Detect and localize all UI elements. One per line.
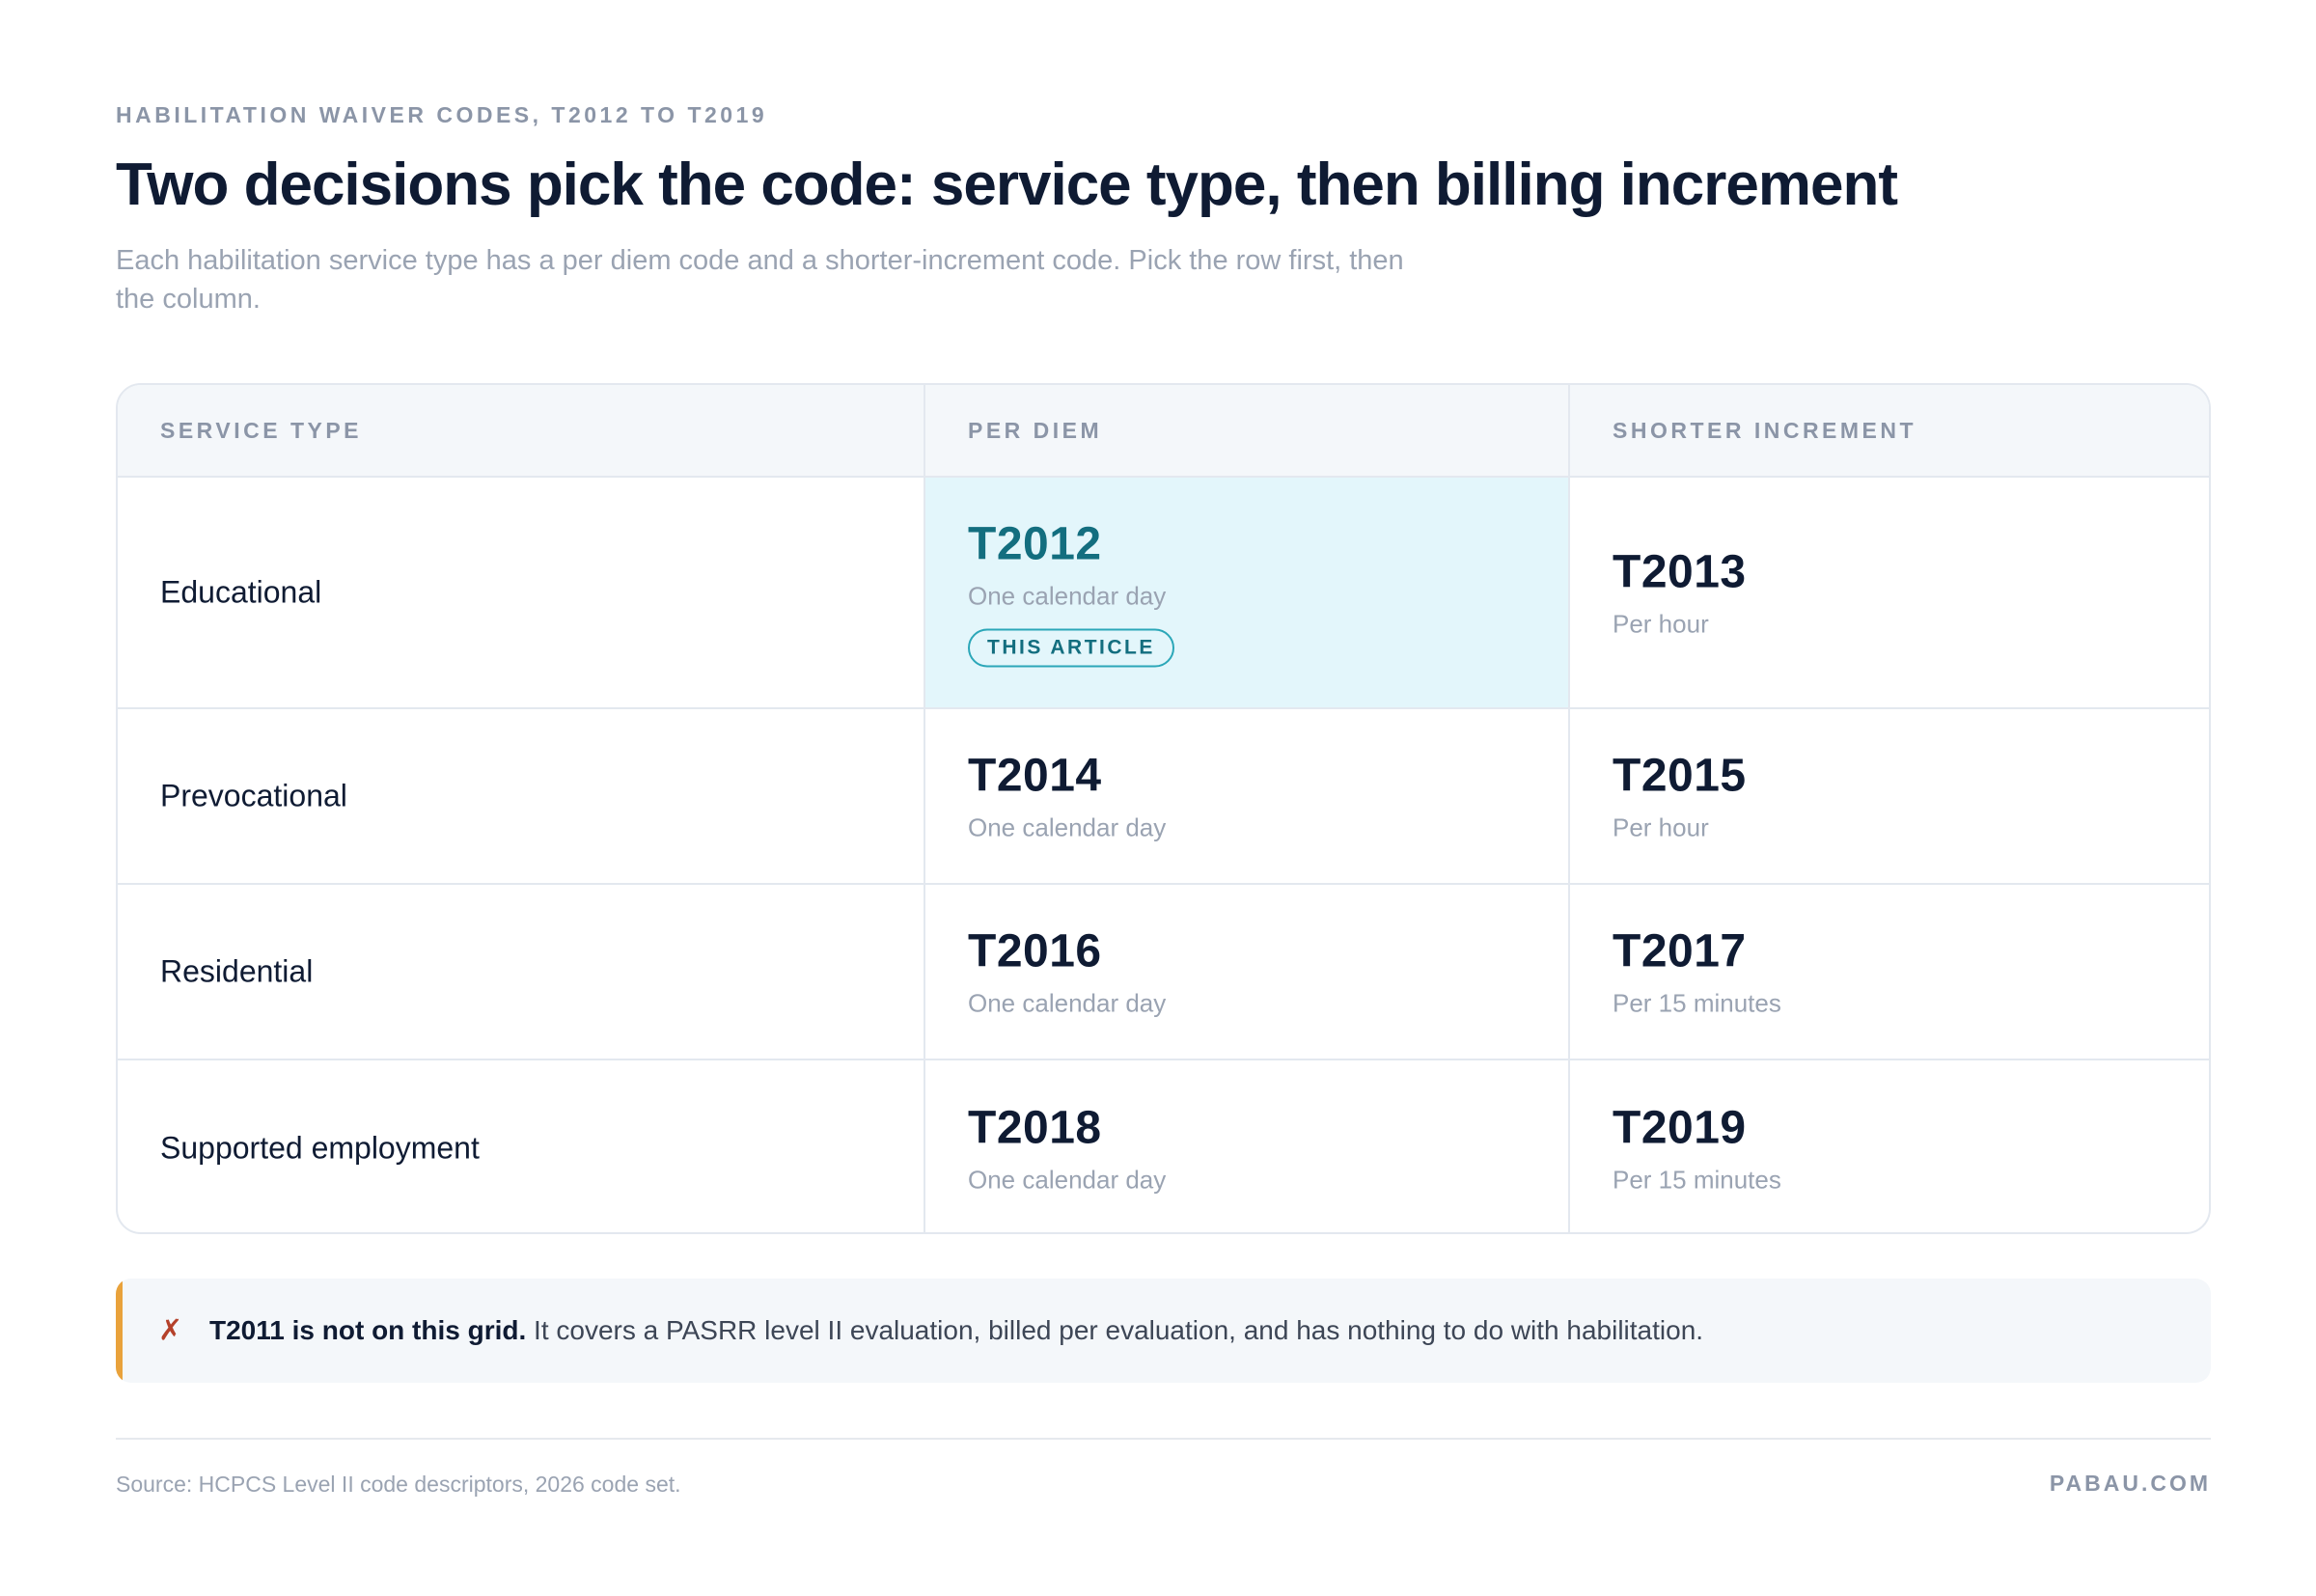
grid-header-row: SERVICE TYPE PER DIEM SHORTER INCREMENT	[118, 385, 2209, 476]
code-block: T2013 Per hour	[1613, 546, 1747, 640]
page-title: Two decisions pick the code: service typ…	[116, 151, 1898, 218]
code-unit: Per 15 minutes	[1613, 1165, 1781, 1195]
code-value: T2014	[968, 750, 1102, 802]
callout-note: ✗ T2011 is not on this grid. It covers a…	[116, 1279, 2211, 1383]
code-value: T2017	[1613, 925, 1747, 977]
code-block: T2012 One calendar day THIS ARTICLE	[968, 518, 1174, 668]
code-block: T2015 Per hour	[1613, 750, 1747, 843]
shorter-increment-cell: T2015 Per hour	[1570, 709, 2209, 883]
header-cell-shorter-increment: SHORTER INCREMENT	[1570, 385, 2209, 476]
callout-accent-bar	[116, 1279, 123, 1383]
shorter-increment-cell: T2019 Per 15 minutes	[1570, 1060, 2209, 1232]
column-header: PER DIEM	[968, 418, 1103, 443]
callout-text: T2011 is not on this grid. It covers a P…	[209, 1315, 1703, 1346]
source-note: Source: HCPCS Level II code descriptors,…	[116, 1472, 681, 1497]
code-unit: Per hour	[1613, 609, 1709, 639]
cross-mark-icon: ✗	[158, 1313, 183, 1348]
service-label: Residential	[160, 953, 314, 989]
shorter-increment-cell: T2013 Per hour	[1570, 478, 2209, 707]
code-grid: SERVICE TYPE PER DIEM SHORTER INCREMENT …	[116, 383, 2211, 1234]
footer-divider	[116, 1438, 2211, 1440]
callout-body-text: It covers a PASRR level II evaluation, b…	[526, 1315, 1704, 1345]
code-value: T2019	[1613, 1102, 1747, 1154]
table-row: Residential T2016 One calendar day T2017…	[118, 883, 2209, 1059]
page-subtitle: Each habilitation service type has a per…	[116, 245, 1404, 315]
table-row: Prevocational T2014 One calendar day T20…	[118, 707, 2209, 883]
code-unit: One calendar day	[968, 988, 1167, 1018]
header-cell-service-type: SERVICE TYPE	[118, 385, 925, 476]
code-value: T2018	[968, 1102, 1102, 1154]
code-value: T2013	[1613, 546, 1747, 598]
column-header: SHORTER INCREMENT	[1613, 418, 1917, 443]
per-diem-cell: T2016 One calendar day	[925, 885, 1570, 1059]
code-unit: One calendar day	[968, 812, 1167, 842]
code-value: T2015	[1613, 750, 1747, 802]
code-unit: Per hour	[1613, 812, 1709, 842]
callout-strong-text: T2011 is not on this grid.	[209, 1315, 527, 1345]
code-block: T2017 Per 15 minutes	[1613, 925, 1781, 1019]
this-article-badge: THIS ARTICLE	[968, 628, 1174, 668]
header-cell-per-diem: PER DIEM	[925, 385, 1570, 476]
per-diem-cell: T2018 One calendar day	[925, 1060, 1570, 1232]
brand-label: PABAU.COM	[2049, 1471, 2211, 1496]
code-block: T2018 One calendar day	[968, 1102, 1166, 1196]
service-label: Educational	[160, 574, 322, 610]
service-label: Supported employment	[160, 1130, 480, 1166]
code-block: T2016 One calendar day	[968, 925, 1166, 1019]
code-block: T2019 Per 15 minutes	[1613, 1102, 1781, 1196]
per-diem-cell: T2014 One calendar day	[925, 709, 1570, 883]
code-block: T2014 One calendar day	[968, 750, 1166, 843]
per-diem-cell-highlighted: T2012 One calendar day THIS ARTICLE	[925, 478, 1570, 707]
table-row: Educational T2012 One calendar day THIS …	[118, 476, 2209, 707]
service-cell: Supported employment	[118, 1060, 925, 1232]
code-value: T2012	[968, 518, 1102, 570]
service-label: Prevocational	[160, 778, 347, 813]
code-unit: One calendar day	[968, 1165, 1167, 1195]
code-unit: Per 15 minutes	[1613, 988, 1781, 1018]
service-cell: Educational	[118, 478, 925, 707]
eyebrow: HABILITATION WAIVER CODES, T2012 TO T201…	[116, 102, 768, 127]
code-value: T2016	[968, 925, 1102, 977]
table-row: Supported employment T2018 One calendar …	[118, 1059, 2209, 1232]
service-cell: Prevocational	[118, 709, 925, 883]
code-unit: One calendar day	[968, 581, 1167, 611]
column-header: SERVICE TYPE	[160, 418, 363, 443]
service-cell: Residential	[118, 885, 925, 1059]
shorter-increment-cell: T2017 Per 15 minutes	[1570, 885, 2209, 1059]
